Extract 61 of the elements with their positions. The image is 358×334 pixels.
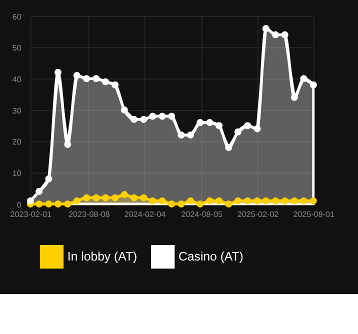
- point: [64, 200, 72, 208]
- point: [186, 197, 194, 204]
- point: [216, 122, 223, 130]
- point: [244, 197, 252, 204]
- point: [206, 118, 214, 126]
- point: [73, 197, 80, 204]
- point: [225, 200, 232, 208]
- point: [216, 197, 223, 204]
- point: [168, 200, 176, 208]
- point: [225, 144, 232, 152]
- point: [140, 116, 148, 123]
- point: [244, 122, 252, 130]
- point: [186, 132, 194, 139]
- point: [112, 81, 119, 88]
- point: [26, 197, 34, 204]
- point: [168, 112, 176, 120]
- point: [262, 24, 270, 32]
- point: [262, 197, 270, 204]
- point: [310, 197, 317, 204]
- point: [178, 132, 185, 139]
- point: [112, 194, 119, 202]
- point: [83, 194, 90, 202]
- point: [45, 200, 52, 208]
- point: [83, 75, 90, 82]
- point: [281, 197, 288, 204]
- point: [54, 200, 62, 208]
- point: [130, 116, 138, 123]
- point: [234, 128, 242, 136]
- point: [92, 194, 100, 202]
- point: [158, 112, 166, 120]
- point: [196, 118, 204, 126]
- legend-label: In lobby (AT): [67, 250, 138, 264]
- point: [120, 191, 128, 198]
- point: [54, 68, 62, 76]
- legend-label: Casino (AT): [178, 250, 244, 264]
- point: [178, 200, 185, 208]
- point: [130, 194, 138, 202]
- point: [92, 75, 100, 82]
- point: [140, 194, 148, 202]
- point: [120, 106, 128, 114]
- point: [300, 197, 308, 204]
- point: [300, 75, 308, 82]
- point: [45, 175, 52, 182]
- point: [290, 197, 298, 204]
- point: [102, 78, 109, 86]
- point: [196, 200, 204, 208]
- point: [36, 200, 43, 208]
- point: [272, 31, 280, 38]
- point: [281, 31, 288, 38]
- point: [310, 81, 317, 88]
- point: [206, 197, 214, 204]
- point: [254, 125, 261, 132]
- point: [102, 194, 109, 202]
- point: [272, 197, 280, 204]
- point: [149, 112, 156, 120]
- point: [36, 188, 43, 195]
- point: [158, 197, 166, 204]
- point: [254, 197, 261, 204]
- point: [234, 197, 242, 204]
- point: [73, 72, 80, 80]
- point: [149, 197, 156, 204]
